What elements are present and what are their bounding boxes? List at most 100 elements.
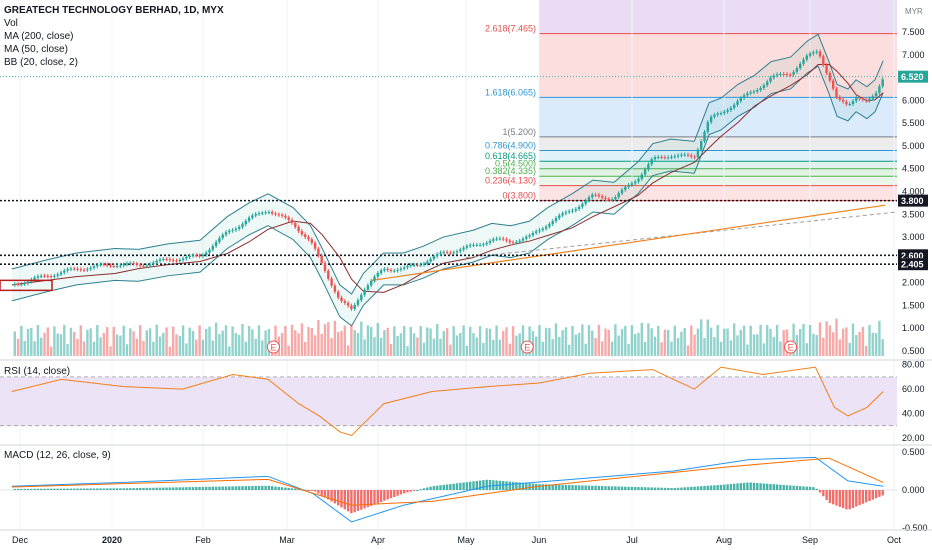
macd-hist-bar-73 xyxy=(254,485,257,490)
macd-hist-bar-226 xyxy=(759,483,762,490)
candle-body-123 xyxy=(419,264,422,266)
volume-bar-172 xyxy=(581,324,584,356)
macd-hist-bar-93 xyxy=(320,490,323,496)
price-tick-2: 1.500 xyxy=(902,300,925,310)
candle-body-151 xyxy=(511,242,515,244)
volume-bar-239 xyxy=(802,324,805,356)
volume-bar-31 xyxy=(115,334,119,356)
macd-hist-bar-140 xyxy=(475,480,478,490)
candle-body-209 xyxy=(703,131,706,142)
candle-body-105 xyxy=(360,294,363,301)
macd-pane-label[interactable]: MACD (12, 26, close, 9) xyxy=(4,450,111,461)
candle-body-101 xyxy=(346,302,350,306)
rsi-pane-label[interactable]: RSI (14, close) xyxy=(4,366,71,377)
volume-bar-45 xyxy=(162,332,165,356)
volume-bar-186 xyxy=(627,343,630,356)
candle-body-188 xyxy=(634,181,637,184)
macd-hist-bar-261 xyxy=(874,490,878,499)
candle-body-226 xyxy=(759,88,762,91)
volume-bar-154 xyxy=(521,325,525,356)
volume-bar-113 xyxy=(386,327,389,356)
candle-body-149 xyxy=(505,239,508,241)
candle-body-242 xyxy=(812,52,815,54)
candle-body-117 xyxy=(399,268,403,270)
macd-hist-bar-171 xyxy=(577,485,581,490)
candle-body-157 xyxy=(531,232,535,236)
macd-hist-bar-245 xyxy=(822,490,825,497)
candle-body-126 xyxy=(429,258,432,262)
macd-hist-bar-133 xyxy=(452,483,455,490)
legend-ma200[interactable]: MA (200, close) xyxy=(4,31,74,42)
volume-bar-184 xyxy=(620,329,624,356)
volume-bar-233 xyxy=(782,330,785,356)
candle-body-213 xyxy=(716,113,719,115)
macd-hist-bar-221 xyxy=(742,482,746,490)
candle-body-20 xyxy=(79,269,82,271)
volume-bar-226 xyxy=(759,324,762,356)
level-tag-2 xyxy=(898,258,928,271)
candle-body-158 xyxy=(535,231,538,233)
volume-bar-38 xyxy=(139,325,142,356)
volume-bar-188 xyxy=(634,334,637,356)
macd-hist-bar-96 xyxy=(330,490,333,502)
candle-body-1 xyxy=(16,284,20,286)
candle-body-155 xyxy=(525,236,528,239)
macd-hist-bar-42 xyxy=(152,487,155,490)
candle-body-14 xyxy=(59,272,63,275)
macd-hist-bar-255 xyxy=(855,490,858,507)
candle-body-221 xyxy=(742,95,746,99)
candle-body-109 xyxy=(373,276,376,281)
volume-bar-86 xyxy=(297,333,300,356)
macd-hist-bar-39 xyxy=(142,487,145,490)
fib-zone-7 xyxy=(539,176,897,186)
candle-body-210 xyxy=(706,122,709,132)
volume-bar-222 xyxy=(746,344,749,356)
macd-hist-bar-34 xyxy=(125,488,129,490)
volume-bar-128 xyxy=(436,324,439,356)
macd-hist-bar-202 xyxy=(680,487,683,490)
volume-bar-98 xyxy=(337,331,340,356)
volume-bar-126 xyxy=(429,328,432,356)
price-tick-9: 5.000 xyxy=(902,141,925,151)
candle-body-122 xyxy=(416,264,419,266)
legend-bb[interactable]: BB (20, close, 2) xyxy=(4,57,78,68)
macd-hist-bar-56 xyxy=(198,486,201,490)
legend-vol[interactable]: Vol xyxy=(4,18,18,29)
volume-bar-3 xyxy=(23,340,26,356)
macd-hist-bar-209 xyxy=(703,485,706,490)
candle-body-100 xyxy=(343,301,346,303)
annotation-box xyxy=(0,279,53,292)
macd-hist-bar-21 xyxy=(82,488,86,490)
volume-bar-39 xyxy=(142,341,145,356)
macd-hist-bar-22 xyxy=(86,488,89,490)
macd-hist-bar-118 xyxy=(403,490,406,494)
volume-bar-164 xyxy=(554,323,558,356)
candle-body-161 xyxy=(544,226,548,229)
volume-bar-167 xyxy=(564,327,568,356)
candle-body-103 xyxy=(353,304,356,310)
candle-body-258 xyxy=(865,99,868,101)
macd-hist-bar-0 xyxy=(13,488,16,490)
macd-hist-bar-182 xyxy=(614,486,617,490)
macd-hist-bar-11 xyxy=(49,488,53,490)
volume-bar-136 xyxy=(462,325,465,356)
macd-hist-bar-240 xyxy=(805,486,808,490)
macd-hist-bar-177 xyxy=(597,485,601,490)
macd-hist-bar-69 xyxy=(241,486,244,490)
candle-body-194 xyxy=(653,157,657,160)
volume-bar-125 xyxy=(426,327,429,356)
macd-hist-bar-254 xyxy=(851,490,855,508)
candle-body-114 xyxy=(389,270,393,272)
volume-bar-219 xyxy=(736,335,739,356)
candle-body-45 xyxy=(162,259,165,261)
candle-body-255 xyxy=(855,97,858,102)
candle-body-113 xyxy=(386,268,389,271)
price-tick-5: 3.000 xyxy=(902,232,925,242)
macd-hist-bar-112 xyxy=(383,490,386,501)
macd-hist-bar-36 xyxy=(132,488,135,490)
macd-hist-bar-81 xyxy=(280,487,284,490)
level-tag-text-2: 2.405 xyxy=(901,260,924,270)
candle-body-25 xyxy=(96,264,99,267)
legend-ma50[interactable]: MA (50, close) xyxy=(4,44,68,55)
